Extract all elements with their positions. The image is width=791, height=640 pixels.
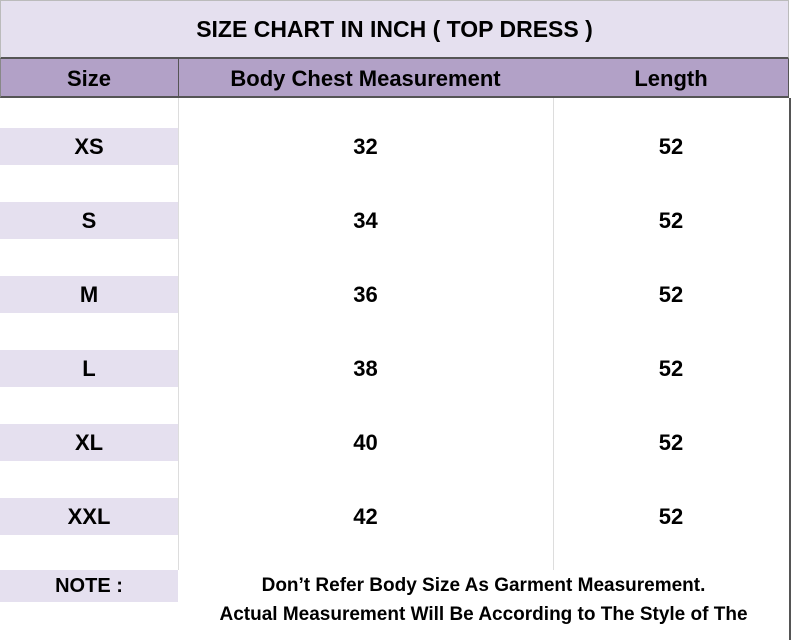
size-cell: M	[79, 281, 99, 307]
column-header: Length	[634, 65, 708, 91]
value-cell: 34	[353, 207, 378, 233]
size-cell: XL	[74, 429, 104, 455]
size-cell: XXL	[67, 503, 111, 529]
column-line	[178, 98, 179, 570]
size-cell: XS	[74, 133, 104, 159]
column-line	[553, 98, 554, 570]
size-band	[0, 202, 178, 239]
value-cell: 52	[658, 503, 684, 529]
value-cell: 52	[658, 355, 684, 381]
value-cell: 52	[658, 429, 684, 455]
size-cell: S	[81, 207, 97, 233]
right-border	[789, 98, 791, 640]
column-header: Body Chest Measurement	[230, 65, 501, 91]
column-header: Size	[66, 65, 112, 91]
value-cell: 36	[353, 281, 378, 307]
size-band	[0, 128, 178, 165]
value-cell: 52	[658, 207, 684, 233]
value-cell: 52	[658, 281, 684, 307]
size-band	[0, 350, 178, 387]
value-cell: 38	[353, 355, 378, 381]
header-row	[0, 59, 789, 98]
note-line: Actual Measurement Will Be According to …	[219, 604, 748, 625]
note-line: Don’t Refer Body Size As Garment Measure…	[261, 575, 706, 596]
value-cell: 52	[658, 133, 684, 159]
size-band	[0, 276, 178, 313]
value-cell: 40	[353, 429, 378, 455]
value-cell: 32	[353, 133, 378, 159]
title: SIZE CHART IN INCH ( TOP DRESS )	[0, 0, 789, 59]
note-label: NOTE :	[0, 570, 178, 602]
size-band	[0, 424, 178, 461]
header-divider	[178, 59, 179, 98]
value-cell: 42	[353, 503, 378, 529]
size-band	[0, 498, 178, 535]
size-cell: L	[82, 355, 96, 381]
